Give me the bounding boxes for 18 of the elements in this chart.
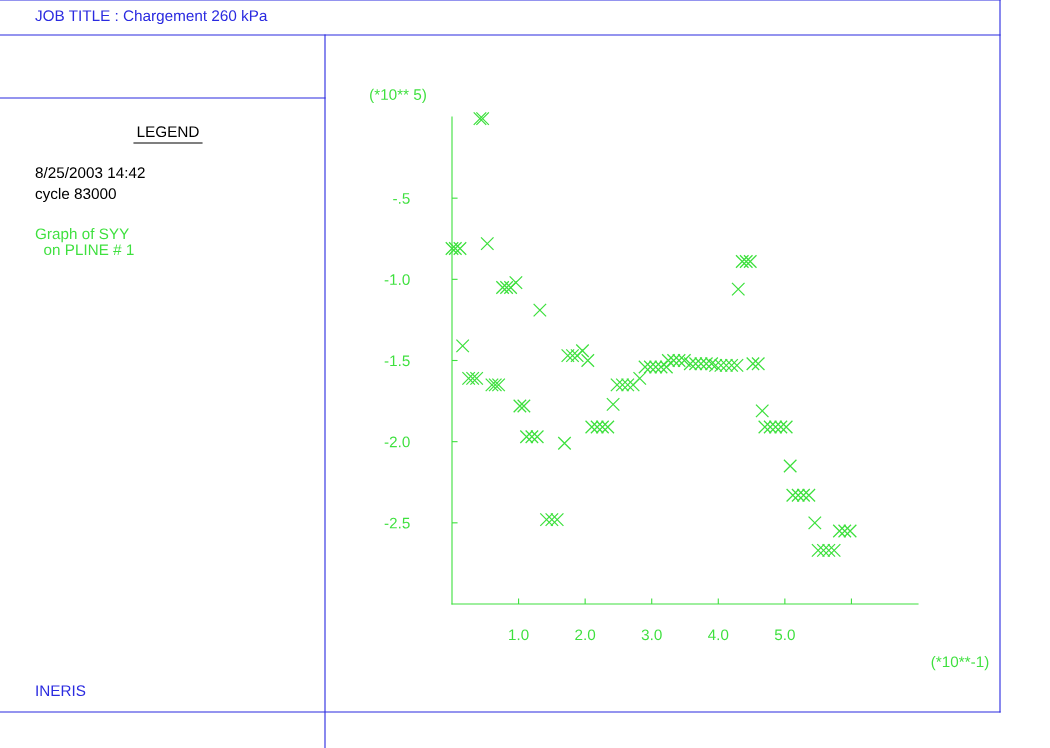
y-tick-label: -2.0	[384, 436, 410, 448]
x-tick-label: 4.0	[708, 629, 729, 641]
x-tick-label: 2.0	[575, 629, 596, 641]
x-axis-title: (*10**-1)	[931, 656, 989, 671]
y-axis-title: (*10** 5)	[370, 88, 426, 103]
y-tick-label: -1.5	[384, 355, 410, 367]
text: cycle 83000	[35, 187, 116, 203]
y-tick-label: -.5	[393, 193, 410, 204]
x-tick-label: 5.0	[774, 629, 795, 641]
text: INERIS	[36, 685, 86, 697]
text: JOB TITLE : Chargement 260 kPa	[35, 9, 268, 25]
x-tick-label: 1.0	[509, 629, 529, 641]
text: Graph of SYY on PLINE # 1	[35, 228, 134, 256]
text: 8/25/2003 14:42	[35, 166, 145, 179]
text: LEGEND	[137, 126, 199, 138]
y-tick-label: -1.0	[384, 274, 410, 286]
x-tick-label: 3.0	[641, 629, 662, 641]
y-tick-label: -2.5	[384, 517, 410, 529]
